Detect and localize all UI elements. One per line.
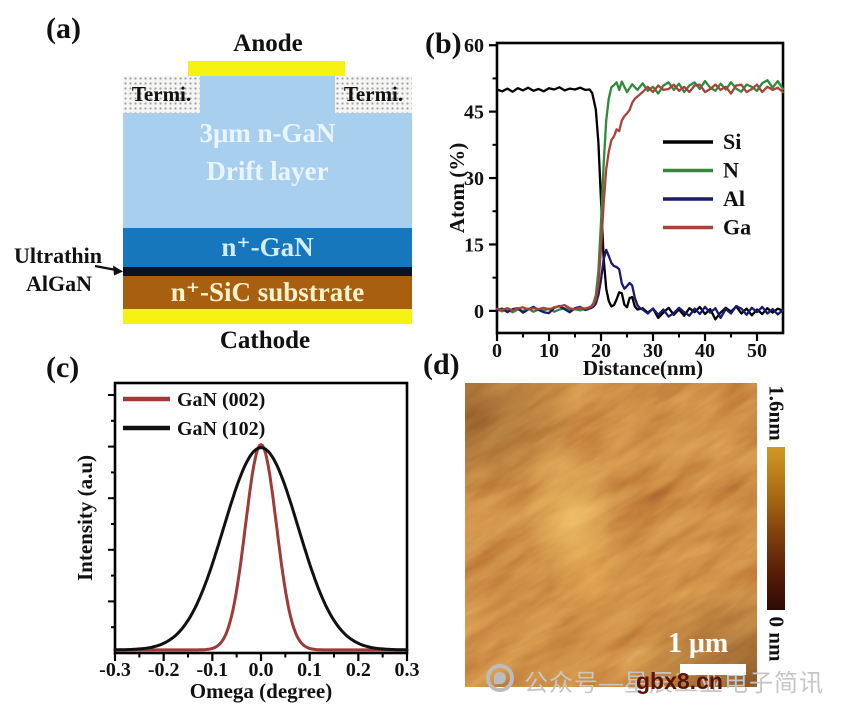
legend-label-Si: Si [723,129,741,154]
y-axis-label: Intensity (a.u) [73,455,97,581]
x-tick-label: 0.3 [395,659,420,681]
x-tick-label: -0.3 [99,659,131,681]
x-tick-label: 20 [591,340,611,362]
x-tick-label: 0.2 [346,659,371,681]
x-tick-label: 10 [539,340,559,362]
device-stack: Termi. Termi. 3μm n-GaN Drift layer n⁺-G… [123,76,412,324]
watermark-site-text: gbx8.cn [636,668,723,694]
x-tick-label: 0 [492,340,502,362]
x-tick-label: -0.1 [196,659,228,681]
afm-colorbar [767,447,785,610]
cathode-label: Cathode [219,327,311,354]
anode-electrode-bar [188,61,345,76]
panel-d: (d) 1 μm [415,340,848,713]
series-GaN (102) [113,446,409,652]
legend-label-Ga: Ga [723,215,751,240]
x-axis-label: Omega (degree) [190,679,332,703]
y-tick-label: 45 [464,102,484,124]
panel-c-tag: (c) [46,351,79,384]
x-tick-label: 30 [643,340,663,362]
drift-layer-text-line2: Drift layer [206,156,329,186]
x-tick-label: 40 [695,340,715,362]
x-tick-label: 50 [747,340,767,362]
afm-image [465,383,757,687]
drift-layer-text-line1: 3μm n-GaN [199,118,336,148]
ultrathin-label-line2: AlGaN [26,271,92,296]
ultrathin-label-line1: Ultrathin [14,243,102,268]
plot-frame [495,41,785,335]
cathode-electrode-bar [123,309,412,324]
series-Ga [495,83,785,312]
chart-b-eds-atom-profile: 0 10 20 30 40 50 0 15 30 45 60 Si N Al Ga Distance(nm) A… [425,27,785,380]
x-tick-label: -0.2 [148,659,180,681]
chart-c-xrd-rocking-curves: -0.3 -0.2 -0.1 0.0 0.1 0.2 0.3 GaN (002) GaN (10… [46,351,420,703]
colorbar-max-label: 1.6nm [764,385,789,441]
watermark-text: 公众号—星辰工业电子简讯 [524,670,824,697]
termination-right: Termi. [335,76,412,113]
x-tick-label: 0.1 [297,659,322,681]
x-axis-label: Distance(nm) [583,356,703,380]
legend-label-N: N [723,158,739,183]
afm-highlight-overlay [465,383,757,687]
colorbar-min-label: 0 nm [764,616,789,662]
legend-label-GaN (102): GaN (102) [177,418,265,440]
sic-substrate-layer: n⁺-SiC substrate [123,276,412,309]
panel-b-tag: (b) [425,27,462,60]
n-plus-gan-layer: n⁺-GaN [123,228,412,267]
legend-label-Al: Al [723,186,745,211]
y-axis-label: Atom (%) [445,143,469,233]
series-GaN (002) [113,443,409,652]
afm-scale-bar [680,664,746,675]
legend-label-GaN (002): GaN (002) [177,389,265,411]
afm-scale-label: 1 μm [668,628,729,659]
panel-a-tag: (a) [46,12,81,45]
y-tick-label: 15 [464,234,484,256]
panel-d-tag: (d) [423,348,460,381]
watermark-logo-icon [486,664,514,692]
anode-label: Anode [233,30,303,57]
ultrathin-algan-layer [123,267,412,276]
drift-layer-region: Termi. Termi. 3μm n-GaN Drift layer [123,76,412,228]
algan-pointer-arrow-icon [94,264,123,276]
termination-left: Termi. [123,76,200,113]
y-tick-label: 0 [474,301,484,323]
x-tick-label: 0.0 [249,659,274,681]
panel-a: (a) Anode Termi. Termi. 3μm n-GaN Drift … [0,0,430,370]
y-tick-label: 60 [464,35,484,57]
y-tick-label: 30 [464,168,484,190]
